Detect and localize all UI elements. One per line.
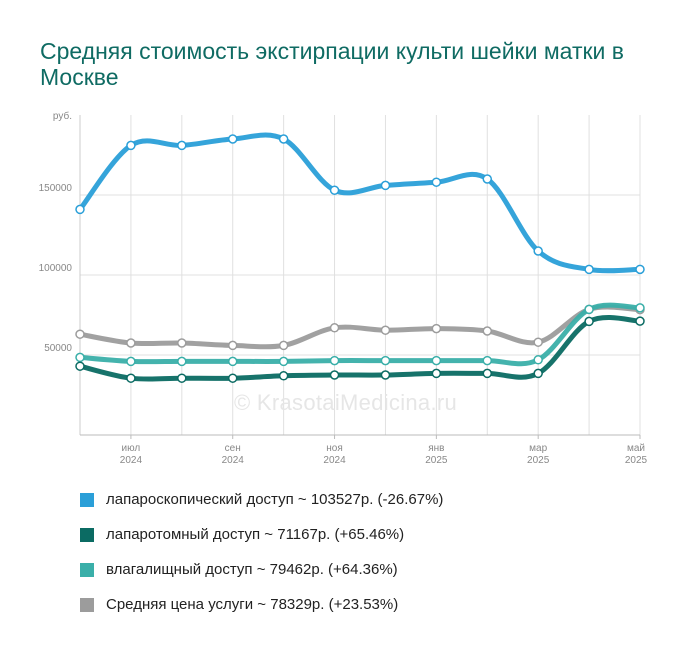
- legend-label: лапаротомный доступ ~ 71167р. (+65.46%): [106, 526, 405, 543]
- data-point: [329, 323, 340, 333]
- data-point: [227, 356, 238, 367]
- data-point: [380, 370, 391, 380]
- x-tick-label: ноя: [326, 443, 343, 454]
- legend-swatch: [80, 492, 94, 507]
- chart-title: Средняя стоимость экстирпации культи шей…: [40, 38, 625, 90]
- data-point: [278, 134, 289, 144]
- x-tick-year-label: 2025: [625, 455, 648, 466]
- data-point: [278, 371, 289, 381]
- x-tick-year-label: 2024: [222, 455, 245, 466]
- legend-label: Средняя цена услуги ~ 78329р. (+23.53%): [106, 596, 399, 613]
- data-point: [75, 329, 85, 339]
- legend-item[interactable]: лапаротомный доступ ~ 71167р. (+65.46%): [80, 517, 443, 552]
- data-point: [177, 356, 187, 367]
- data-point: [533, 355, 543, 365]
- data-point: [635, 264, 645, 275]
- data-point: [126, 140, 136, 151]
- y-tick-label: 50000: [44, 343, 72, 354]
- data-point: [329, 370, 340, 380]
- data-point: [380, 180, 391, 191]
- data-point: [278, 340, 289, 351]
- data-point: [533, 368, 543, 379]
- x-tick-year-label: 2024: [120, 455, 143, 466]
- data-point: [533, 246, 543, 256]
- x-tick-year-label: 2025: [425, 455, 448, 466]
- y-tick-label: 150000: [39, 183, 73, 194]
- data-point: [177, 373, 187, 383]
- data-point: [75, 352, 85, 363]
- data-point: [75, 361, 85, 371]
- data-point: [533, 337, 543, 347]
- data-point: [75, 204, 85, 215]
- x-tick-year-label: 2024: [323, 455, 346, 466]
- y-unit-label: руб.: [53, 110, 72, 122]
- data-point: [227, 134, 238, 144]
- watermark: © KrasotaiMedicina.ru: [234, 390, 458, 415]
- legend-label: лапароскопический доступ ~ 103527р. (-26…: [106, 491, 444, 508]
- data-point: [177, 140, 187, 151]
- data-point: [431, 368, 442, 379]
- legend: лапароскопический доступ ~ 103527р. (-26…: [80, 482, 443, 622]
- data-point: [431, 355, 442, 366]
- data-point: [584, 316, 594, 327]
- data-point: [431, 323, 442, 334]
- data-point: [227, 373, 238, 383]
- x-tick-year-label: 2025: [527, 455, 550, 466]
- data-point: [584, 304, 594, 315]
- x-tick-label: сен: [225, 443, 241, 454]
- legend-item[interactable]: лапароскопический доступ ~ 103527р. (-26…: [80, 482, 443, 517]
- data-point: [227, 340, 238, 351]
- data-point: [635, 316, 645, 326]
- x-tick-label: май: [627, 443, 645, 454]
- data-point: [278, 356, 289, 367]
- data-point: [482, 368, 493, 379]
- data-point: [329, 355, 340, 366]
- data-point: [177, 338, 187, 348]
- legend-swatch: [80, 597, 94, 612]
- x-tick-label: июл: [122, 443, 141, 454]
- data-point: [126, 373, 136, 383]
- legend-label: влагалищный доступ ~ 79462р. (+64.36%): [106, 561, 398, 578]
- data-point: [482, 326, 493, 336]
- data-point: [635, 303, 645, 313]
- data-point: [329, 185, 340, 195]
- data-point: [431, 177, 442, 187]
- data-point: [380, 355, 391, 366]
- series-line: [77, 132, 643, 274]
- data-point: [126, 356, 136, 367]
- data-point: [126, 338, 136, 348]
- legend-item[interactable]: влагалищный доступ ~ 79462р. (+64.36%): [80, 552, 443, 587]
- legend-swatch: [80, 562, 94, 577]
- data-point: [380, 325, 391, 335]
- data-point: [584, 264, 594, 275]
- chart-area: 50000 100000 150000 руб. июл 2024 сен 2024 ноя 20…: [39, 110, 648, 466]
- legend-swatch: [80, 527, 94, 542]
- line-chart: 50000100000150000руб.июл2024сен2024ноя20…: [39, 110, 648, 466]
- x-tick-label: мар: [529, 443, 547, 454]
- data-point: [482, 355, 493, 366]
- y-tick-label: 100000: [39, 263, 73, 274]
- legend-item[interactable]: Средняя цена услуги ~ 78329р. (+23.53%): [80, 587, 443, 622]
- x-tick-label: янв: [428, 443, 444, 454]
- data-point: [482, 174, 493, 184]
